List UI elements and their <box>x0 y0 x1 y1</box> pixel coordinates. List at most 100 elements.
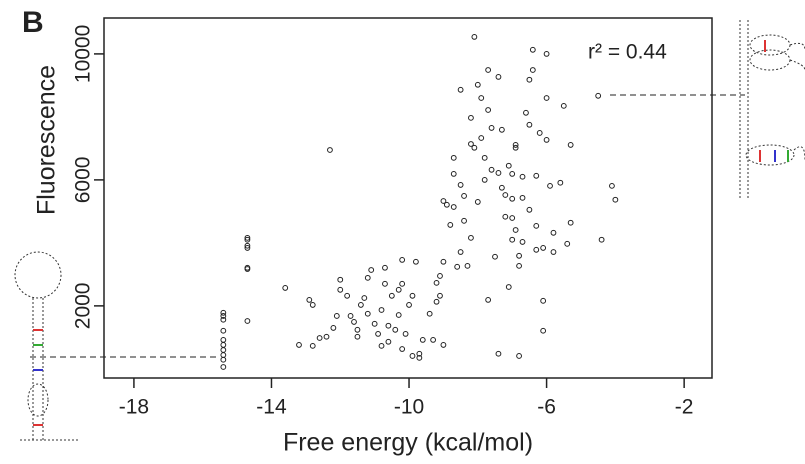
point <box>526 76 533 83</box>
point <box>529 67 536 73</box>
point <box>461 193 467 199</box>
point <box>419 336 426 343</box>
point <box>481 176 488 183</box>
point <box>543 51 550 57</box>
point <box>440 258 447 265</box>
point <box>495 73 502 80</box>
point <box>509 171 516 177</box>
point <box>388 292 395 299</box>
point <box>461 217 467 224</box>
point <box>375 331 381 337</box>
point <box>244 266 251 272</box>
point <box>443 201 450 208</box>
point <box>382 280 388 287</box>
point <box>502 192 509 198</box>
point <box>440 198 447 204</box>
point <box>357 302 364 308</box>
y-axis-title: Fluorescence <box>33 65 61 215</box>
point <box>406 302 412 308</box>
point <box>378 307 385 313</box>
point <box>519 173 526 180</box>
y-tick-label: 2000 <box>72 283 95 330</box>
point <box>457 86 464 93</box>
point <box>485 296 492 303</box>
point <box>433 279 440 286</box>
point <box>220 347 227 353</box>
point <box>540 297 547 304</box>
point <box>330 325 337 331</box>
point <box>471 144 478 151</box>
point <box>378 342 385 349</box>
point <box>505 284 512 290</box>
point <box>550 249 557 255</box>
point <box>485 67 492 73</box>
point <box>413 258 419 265</box>
x-tick-label: -10 <box>394 396 424 419</box>
rna-structure <box>14 20 805 441</box>
point <box>244 318 251 324</box>
point <box>509 215 516 221</box>
point <box>220 356 227 363</box>
point <box>409 292 416 299</box>
point <box>220 313 227 319</box>
point <box>409 353 416 359</box>
point <box>519 194 526 201</box>
point <box>371 320 378 327</box>
point <box>457 182 464 188</box>
point <box>450 171 457 177</box>
annotation: r² = 0.44 <box>588 41 667 64</box>
point <box>244 234 251 241</box>
point <box>533 246 540 253</box>
point <box>485 107 492 113</box>
point <box>395 312 402 318</box>
x-tick-label: -18 <box>119 396 149 419</box>
point <box>533 222 540 229</box>
point <box>220 352 227 358</box>
point <box>440 342 447 348</box>
point <box>447 222 454 228</box>
point <box>595 92 602 99</box>
point <box>392 326 399 333</box>
point <box>512 144 519 151</box>
point <box>519 239 526 245</box>
point <box>426 310 433 317</box>
point <box>540 327 547 334</box>
point <box>282 285 289 291</box>
plot-frame <box>103 17 713 379</box>
point <box>244 236 251 243</box>
point <box>416 350 423 357</box>
point <box>529 46 536 53</box>
point <box>296 342 302 348</box>
point <box>474 199 481 205</box>
point <box>220 316 227 323</box>
point <box>368 267 375 273</box>
point <box>402 331 409 337</box>
point <box>450 154 457 161</box>
point <box>416 354 423 361</box>
point <box>550 229 557 236</box>
point <box>533 172 540 179</box>
point <box>543 95 550 101</box>
point <box>516 252 522 259</box>
point <box>354 326 361 333</box>
point <box>454 263 461 270</box>
point <box>564 240 571 247</box>
point <box>468 234 474 241</box>
point <box>547 182 553 189</box>
point <box>437 292 443 299</box>
point <box>478 135 485 141</box>
y-tick-label: 6000 <box>72 157 95 204</box>
point <box>560 102 567 109</box>
point <box>399 256 406 263</box>
point <box>557 179 564 186</box>
point <box>361 295 368 301</box>
point <box>464 262 471 269</box>
point <box>220 336 227 343</box>
point <box>364 274 371 281</box>
x-tick-label: -6 <box>537 396 556 419</box>
rna-pairs <box>33 40 789 426</box>
point <box>488 125 495 131</box>
point <box>347 313 354 319</box>
point <box>385 338 392 345</box>
point <box>492 253 498 260</box>
